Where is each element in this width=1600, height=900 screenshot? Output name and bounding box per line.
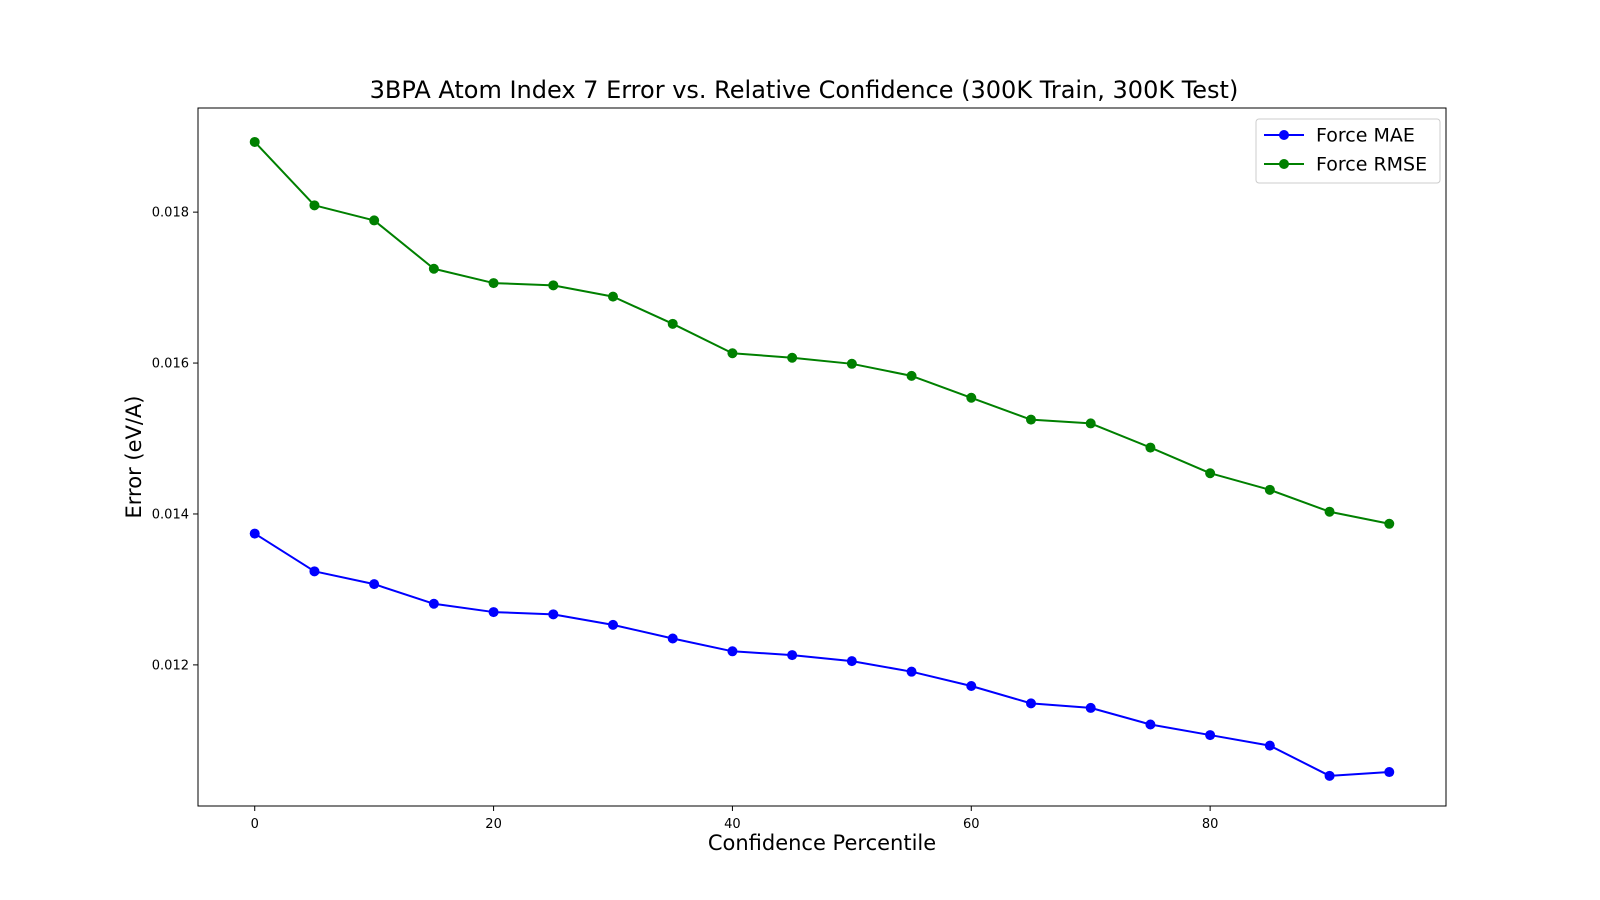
- data-point-force-rmse: [846, 358, 857, 369]
- data-point-force-rmse: [249, 136, 260, 147]
- data-point-force-rmse: [608, 291, 619, 302]
- data-point-force-mae: [966, 681, 977, 692]
- series-layer: [249, 136, 1395, 781]
- data-point-force-mae: [1324, 770, 1335, 781]
- y-tick-label: 0.012: [152, 658, 189, 673]
- data-point-force-mae: [1264, 740, 1275, 751]
- legend-label-force-rmse: Force RMSE: [1316, 154, 1427, 176]
- chart-title: 3BPA Atom Index 7 Error vs. Relative Con…: [370, 76, 1239, 104]
- data-point-force-rmse: [1205, 468, 1216, 479]
- data-point-force-mae: [906, 666, 917, 677]
- data-point-force-rmse: [906, 370, 917, 381]
- plot-frame: [197, 107, 1447, 807]
- data-point-force-mae: [846, 656, 857, 667]
- data-point-force-mae: [608, 619, 619, 630]
- data-point-force-mae: [1085, 702, 1096, 713]
- data-point-force-rmse: [1145, 442, 1156, 453]
- x-tick-label: 60: [963, 817, 980, 832]
- y-tick-label: 0.018: [152, 206, 189, 221]
- series-line-force-rmse: [254, 141, 1390, 525]
- data-point-force-rmse: [667, 318, 678, 329]
- data-point-force-mae: [1384, 767, 1395, 778]
- data-point-force-rmse: [309, 200, 320, 211]
- data-point-force-rmse: [966, 392, 977, 403]
- legend-marker-force-rmse: [1279, 159, 1289, 169]
- legend: Force MAE Force RMSE: [1255, 118, 1441, 184]
- data-point-force-mae: [428, 598, 439, 609]
- plot-area: [198, 108, 1446, 806]
- data-point-force-mae: [1205, 730, 1216, 741]
- data-point-force-rmse: [1025, 414, 1036, 425]
- data-point-force-mae: [787, 650, 798, 661]
- x-axis: 0 20 40 60 80: [251, 806, 1219, 832]
- x-tick-label: 0: [251, 817, 259, 832]
- data-point-force-rmse: [548, 280, 559, 291]
- y-axis: 0.012 0.014 0.016 0.018: [152, 206, 198, 673]
- y-tick-label: 0.014: [152, 507, 189, 522]
- data-point-force-rmse: [1264, 484, 1275, 495]
- x-tick-label: 80: [1202, 817, 1219, 832]
- x-tick-label: 20: [485, 817, 502, 832]
- data-point-force-rmse: [1384, 518, 1395, 529]
- legend-marker-force-mae: [1279, 130, 1289, 140]
- data-point-force-mae: [1025, 698, 1036, 709]
- series-line-force-mae: [254, 532, 1390, 777]
- data-point-force-rmse: [727, 348, 738, 359]
- data-point-force-rmse: [428, 263, 439, 274]
- data-point-force-mae: [309, 566, 320, 577]
- x-axis-label: Confidence Percentile: [708, 831, 936, 855]
- data-point-force-mae: [369, 579, 380, 590]
- data-point-force-rmse: [787, 352, 798, 363]
- y-axis-label: Error (eV/A): [122, 396, 146, 519]
- legend-label-force-mae: Force MAE: [1316, 125, 1415, 147]
- data-point-force-mae: [667, 633, 678, 644]
- data-point-force-rmse: [369, 215, 380, 226]
- data-point-force-rmse: [1324, 506, 1335, 517]
- data-point-force-rmse: [488, 278, 499, 289]
- x-tick-label: 40: [724, 817, 741, 832]
- data-point-force-mae: [1145, 719, 1156, 730]
- y-tick-label: 0.016: [152, 357, 189, 372]
- data-point-force-rmse: [1085, 418, 1096, 429]
- data-point-force-mae: [548, 609, 559, 620]
- data-point-force-mae: [249, 528, 260, 539]
- data-point-force-mae: [488, 607, 499, 618]
- data-point-force-mae: [727, 646, 738, 657]
